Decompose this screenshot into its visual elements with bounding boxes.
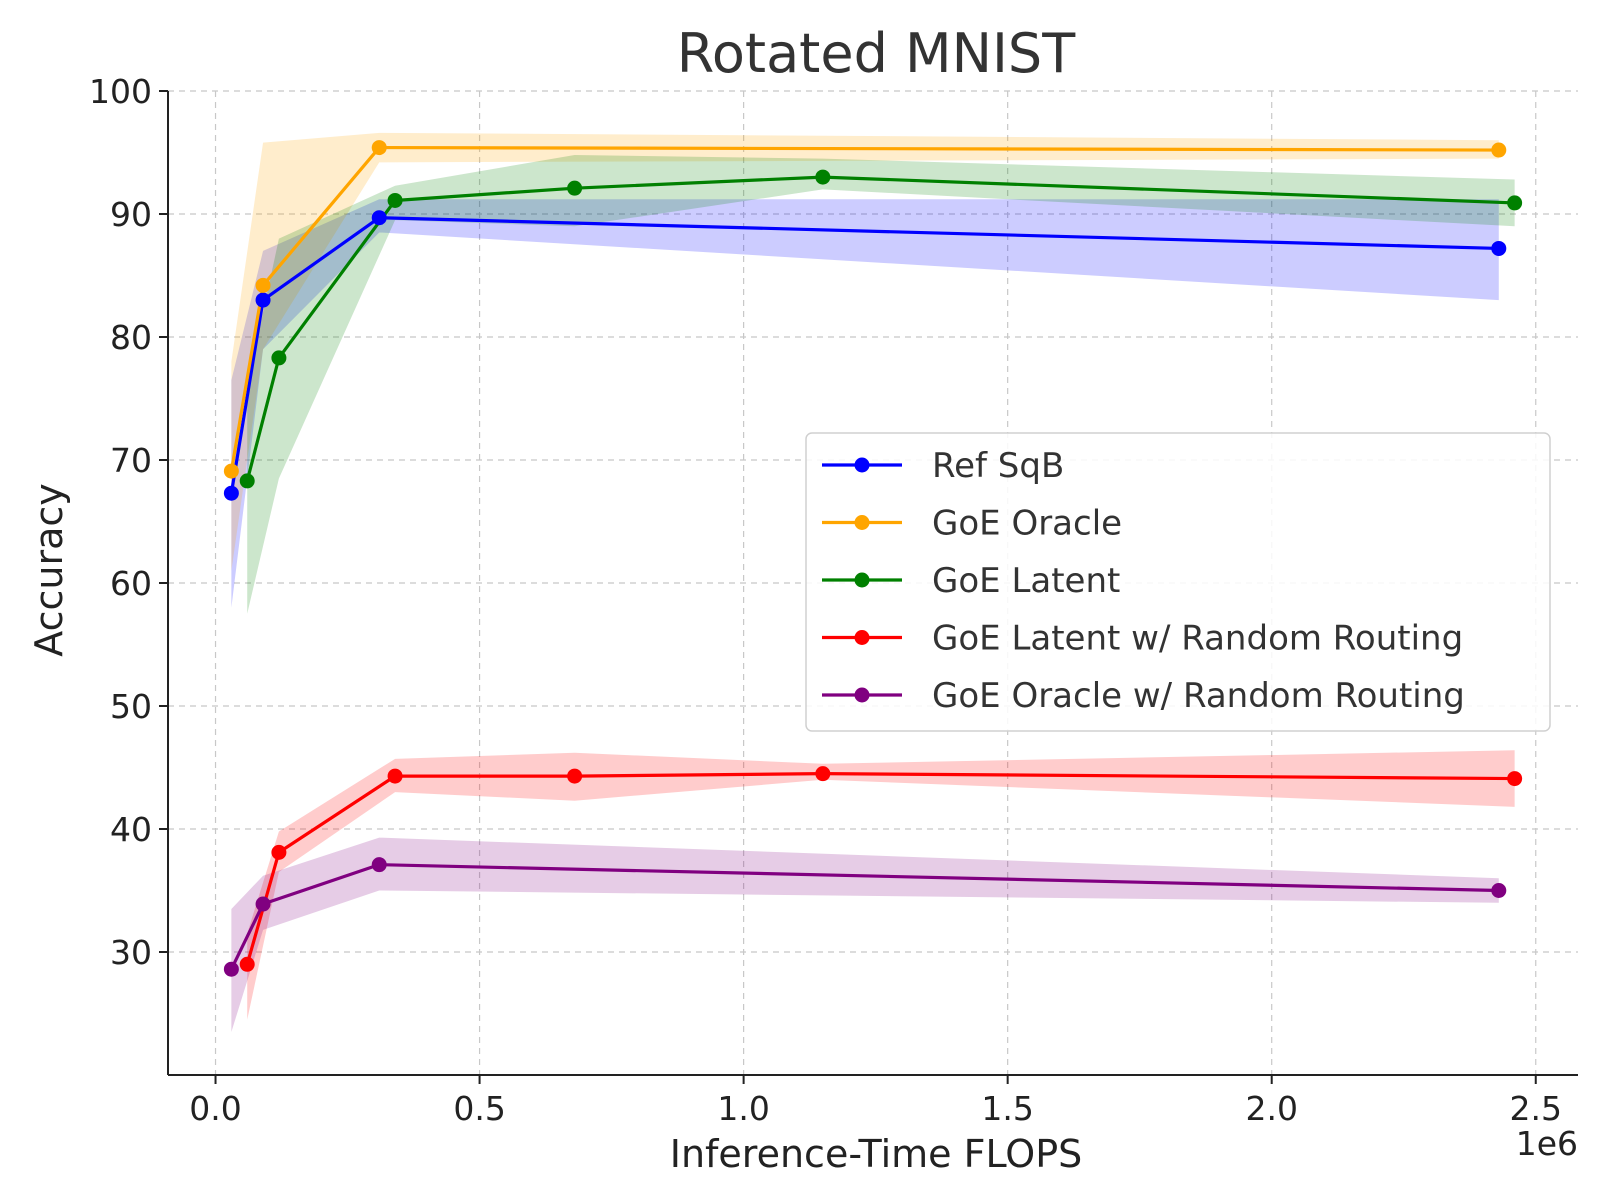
ref-sqb-legend-marker xyxy=(854,457,870,473)
goe-latent-w-random-routing-point xyxy=(239,956,255,972)
ref-sqb-point xyxy=(255,292,271,308)
series-lines xyxy=(229,145,1515,970)
legend: Ref SqB GoE Oracle GoE Latent GoE Latent w/… xyxy=(805,432,1551,732)
x-tick-label: 1.5 xyxy=(981,1089,1033,1128)
goe-latent-w-random-routing-legend-label: GoE Latent w/ Random Routing xyxy=(932,619,1463,659)
goe-oracle-w-random-routing-point xyxy=(223,961,239,977)
goe-latent-w-random-routing-point xyxy=(387,768,403,784)
goe-oracle-point xyxy=(223,463,239,479)
legend-entries: Ref SqB GoE Oracle GoE Latent GoE Latent w/… xyxy=(822,446,1465,716)
goe-oracle-w-random-routing-legend-marker xyxy=(854,687,870,703)
x-tick-label: 2.5 xyxy=(1510,1089,1562,1128)
series-points xyxy=(223,140,1523,977)
goe-latent-line xyxy=(245,175,1515,482)
goe-oracle-point xyxy=(255,277,271,293)
y-tick-label: 70 xyxy=(110,441,152,480)
legend-box xyxy=(805,432,1551,732)
x-axis-multiplier: 1e6 xyxy=(1516,1124,1578,1163)
y-tick-label: 50 xyxy=(110,687,152,726)
ref-sqb-legend-label: Ref SqB xyxy=(932,446,1064,486)
goe-oracle-w-random-routing-band xyxy=(231,837,1499,1032)
y-tick-label: 40 xyxy=(110,810,152,849)
y-tick-label: 100 xyxy=(89,72,152,111)
goe-latent-w-random-routing-point xyxy=(567,768,583,784)
y-tick-label: 80 xyxy=(110,318,152,357)
goe-latent-w-random-routing-line xyxy=(245,772,1515,965)
x-tick-label: 1.0 xyxy=(717,1089,769,1128)
goe-latent-w-random-routing-legend-marker xyxy=(854,630,870,645)
goe-oracle-point xyxy=(1491,142,1507,158)
goe-oracle-w-random-routing-point xyxy=(371,857,387,873)
ref-sqb-line xyxy=(229,216,1499,494)
goe-latent-point xyxy=(1507,195,1523,211)
goe-latent-point xyxy=(567,180,583,196)
goe-latent-point xyxy=(239,473,255,489)
goe-latent-w-random-routing-point xyxy=(271,844,287,860)
x-axis-label: Inference-Time FLOPS xyxy=(670,1132,1083,1176)
goe-oracle-point xyxy=(371,140,387,156)
y-ticks: 30 40 50 60 70 80 90 100 xyxy=(89,72,168,972)
chart-title: Rotated MNIST xyxy=(677,22,1076,85)
x-ticks: 0.0 0.5 1.0 1.5 2.0 2.5 xyxy=(189,1075,1562,1128)
goe-latent-legend-label: GoE Latent xyxy=(932,561,1120,601)
goe-latent-w-random-routing-point xyxy=(1507,771,1523,787)
goe-oracle-legend-label: GoE Oracle xyxy=(932,504,1122,544)
y-tick-label: 30 xyxy=(110,933,152,972)
x-tick-label: 2.0 xyxy=(1245,1089,1297,1128)
goe-oracle-legend-marker xyxy=(854,515,870,530)
ref-sqb-point xyxy=(371,210,387,226)
ref-sqb-point xyxy=(223,485,239,501)
goe-latent-legend-marker xyxy=(854,572,870,588)
x-tick-label: 0.0 xyxy=(189,1089,241,1128)
goe-oracle-w-random-routing-line xyxy=(229,863,1499,970)
goe-latent-point xyxy=(387,192,403,208)
goe-oracle-w-random-routing-point xyxy=(255,896,271,912)
y-axis-label: Accuracy xyxy=(27,483,71,657)
goe-latent-point xyxy=(815,169,831,185)
x-tick-label: 0.5 xyxy=(453,1089,505,1128)
goe-latent-band xyxy=(247,154,1515,614)
goe-oracle-w-random-routing-point xyxy=(1491,883,1507,898)
ref-sqb-point xyxy=(1491,240,1507,256)
y-tick-label: 90 xyxy=(110,195,152,234)
ref-sqb-band xyxy=(231,199,1499,608)
goe-oracle-line xyxy=(229,145,1499,472)
goe-latent-point xyxy=(271,350,287,366)
goe-oracle-w-random-routing-legend-label: GoE Oracle w/ Random Routing xyxy=(932,676,1465,716)
goe-oracle-band xyxy=(231,132,1499,571)
y-tick-label: 60 xyxy=(110,564,152,603)
goe-latent-w-random-routing-point xyxy=(815,766,831,782)
